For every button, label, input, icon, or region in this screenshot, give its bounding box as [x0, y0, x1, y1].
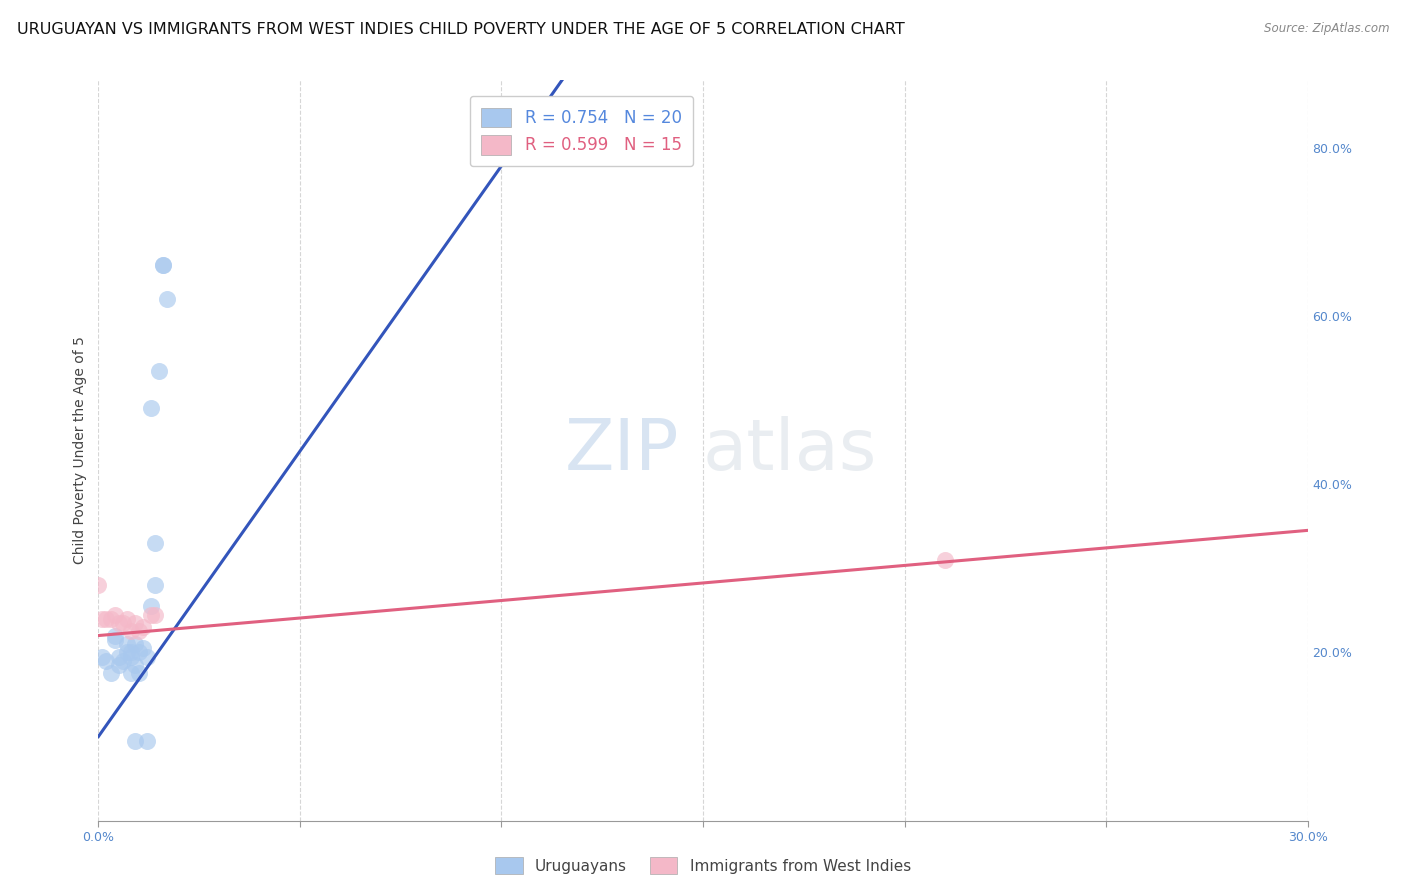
- Point: [115, 637, 138, 651]
- Point: [107, 649, 129, 664]
- Y-axis label: Child Poverty Under the Age of 5: Child Poverty Under the Age of 5: [73, 336, 87, 565]
- Point: [120, 645, 142, 659]
- Point: [120, 624, 142, 639]
- Point: [100, 612, 122, 626]
- Point: [135, 649, 157, 664]
- Point: [139, 599, 162, 613]
- Text: URUGUAYAN VS IMMIGRANTS FROM WEST INDIES CHILD POVERTY UNDER THE AGE OF 5 CORREL: URUGUAYAN VS IMMIGRANTS FROM WEST INDIES…: [17, 22, 904, 37]
- Point: [143, 607, 166, 622]
- Point: [139, 607, 162, 622]
- Point: [128, 666, 150, 681]
- Point: [103, 632, 125, 647]
- Text: Source: ZipAtlas.com: Source: ZipAtlas.com: [1264, 22, 1389, 36]
- Point: [124, 733, 146, 747]
- Point: [91, 649, 114, 664]
- Point: [107, 615, 129, 630]
- Legend: R = 0.754   N = 20, R = 0.599   N = 15: R = 0.754 N = 20, R = 0.599 N = 15: [470, 96, 693, 166]
- Point: [120, 649, 142, 664]
- Point: [135, 733, 157, 747]
- Point: [115, 612, 138, 626]
- Point: [132, 620, 155, 634]
- Point: [124, 658, 146, 673]
- Point: [132, 641, 155, 656]
- Text: atlas: atlas: [703, 416, 877, 485]
- Point: [91, 612, 114, 626]
- Point: [156, 292, 179, 306]
- Point: [111, 615, 134, 630]
- Legend: Uruguayans, Immigrants from West Indies: Uruguayans, Immigrants from West Indies: [489, 851, 917, 880]
- Point: [139, 401, 162, 416]
- Point: [152, 258, 174, 272]
- Point: [100, 666, 122, 681]
- Point: [934, 553, 956, 567]
- Point: [124, 637, 146, 651]
- Point: [103, 628, 125, 642]
- Point: [96, 654, 118, 668]
- Point: [124, 615, 146, 630]
- Point: [107, 658, 129, 673]
- Point: [111, 654, 134, 668]
- Point: [120, 666, 142, 681]
- Point: [128, 624, 150, 639]
- Point: [152, 258, 174, 272]
- Text: ZIP: ZIP: [564, 416, 679, 485]
- Point: [148, 363, 170, 377]
- Point: [143, 578, 166, 592]
- Point: [115, 645, 138, 659]
- Point: [87, 578, 110, 592]
- Point: [103, 607, 125, 622]
- Point: [143, 536, 166, 550]
- Point: [96, 612, 118, 626]
- Point: [128, 645, 150, 659]
